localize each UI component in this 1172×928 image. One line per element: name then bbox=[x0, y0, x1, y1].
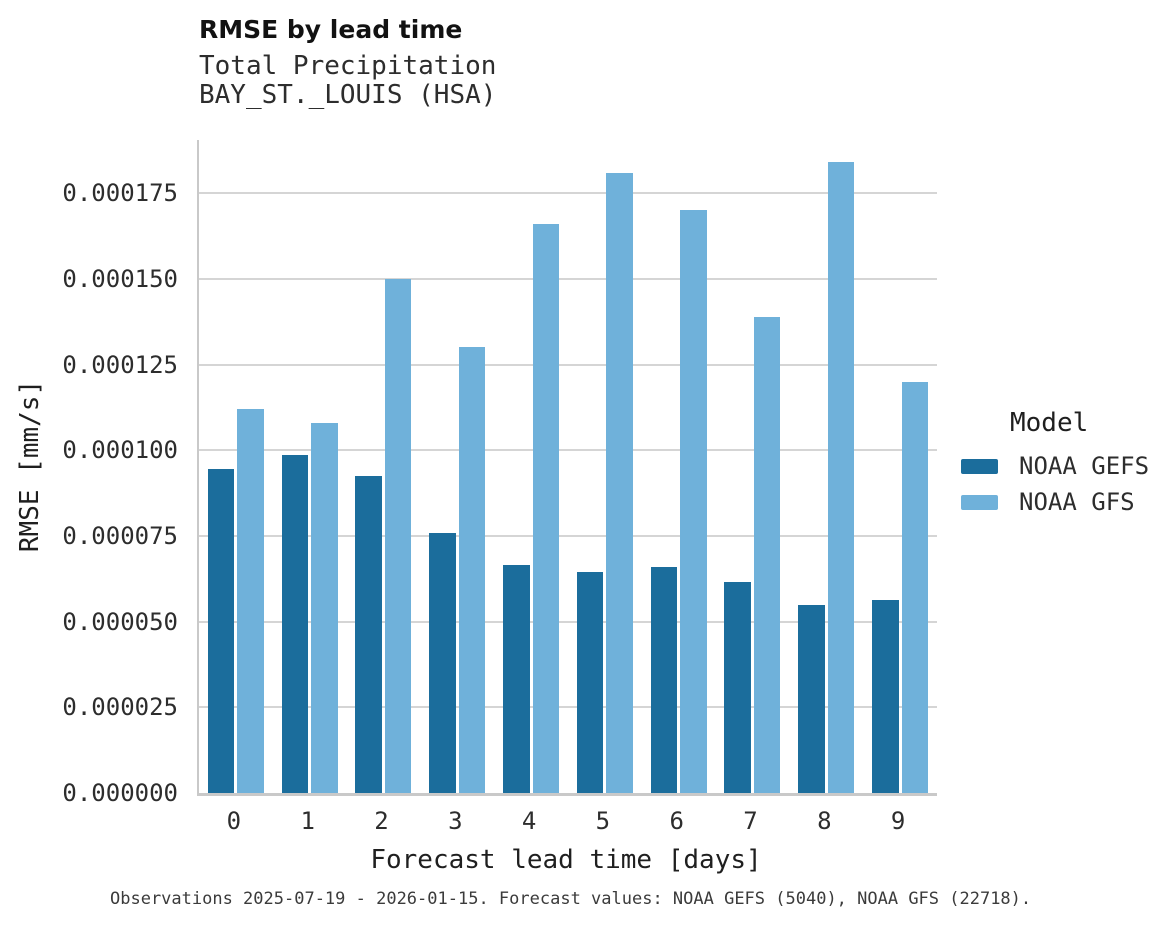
legend-swatch-icon bbox=[961, 458, 998, 474]
chart-header: RMSE by lead time Total Precipitation BA… bbox=[199, 14, 496, 110]
y-tick-label: 0.000000 bbox=[62, 779, 178, 807]
bar-group-lead-2 bbox=[347, 140, 421, 793]
bar-noaa-gfs-lead-0 bbox=[237, 409, 264, 793]
legend-label: NOAA GEFS bbox=[1019, 452, 1150, 480]
bar-noaa-gefs-lead-3 bbox=[429, 532, 456, 793]
x-tick-label: 6 bbox=[669, 807, 684, 835]
y-tick-label: 0.000050 bbox=[62, 607, 178, 636]
bar-noaa-gfs-lead-9 bbox=[901, 381, 929, 793]
x-tick-label: 8 bbox=[817, 807, 832, 835]
y-tick-label: 0.000150 bbox=[62, 264, 178, 293]
legend-label: NOAA GFS bbox=[1019, 488, 1135, 516]
x-axis-title: Forecast lead time [days] bbox=[370, 845, 762, 875]
bar-group-lead-1 bbox=[273, 140, 347, 793]
x-tick-label: 7 bbox=[743, 807, 758, 835]
bar-group-lead-4 bbox=[494, 140, 568, 793]
bar-noaa-gfs-lead-8 bbox=[827, 162, 855, 793]
gridline bbox=[199, 534, 937, 537]
bar-noaa-gefs-lead-0 bbox=[207, 468, 235, 793]
bar-noaa-gefs-lead-7 bbox=[724, 581, 751, 793]
x-tick-label: 4 bbox=[521, 807, 537, 835]
bar-group-lead-8 bbox=[789, 140, 863, 793]
x-tick-label: 1 bbox=[300, 807, 315, 835]
gridline bbox=[199, 192, 937, 195]
bar-group-lead-9 bbox=[863, 140, 937, 793]
y-tick-label: 0.000175 bbox=[62, 179, 178, 208]
x-tick-label: 5 bbox=[595, 807, 611, 835]
bar-noaa-gefs-lead-5 bbox=[576, 571, 604, 793]
bar-noaa-gefs-lead-6 bbox=[650, 567, 678, 793]
bar-noaa-gfs-lead-2 bbox=[384, 278, 412, 793]
legend-title: Model bbox=[1010, 408, 1089, 438]
bar-noaa-gefs-lead-9 bbox=[872, 599, 899, 793]
x-tick-label: 2 bbox=[374, 807, 389, 835]
bar-group-lead-7 bbox=[716, 140, 790, 793]
legend-swatch-icon bbox=[961, 494, 998, 510]
legend-items: NOAA GEFS NOAA GFS bbox=[961, 451, 1149, 517]
bar-noaa-gefs-lead-4 bbox=[503, 564, 530, 793]
y-tick-label: 0.000100 bbox=[62, 436, 178, 465]
bar-noaa-gefs-lead-8 bbox=[798, 604, 825, 793]
gridline bbox=[199, 449, 937, 452]
bar-noaa-gfs-lead-1 bbox=[311, 422, 338, 793]
bar-noaa-gfs-lead-5 bbox=[606, 172, 633, 793]
bar-noaa-gfs-lead-6 bbox=[680, 210, 707, 793]
chart-title: RMSE by lead time bbox=[199, 15, 463, 44]
legend-item: NOAA GEFS bbox=[961, 451, 1149, 481]
x-axis-tick-labels: 0 1 2 3 4 5 6 7 8 9 bbox=[197, 806, 935, 838]
x-tick-label: 9 bbox=[890, 807, 906, 835]
x-tick-label: 3 bbox=[448, 807, 463, 835]
bar-group-lead-6 bbox=[642, 140, 716, 793]
gridline bbox=[199, 363, 937, 366]
bar-noaa-gfs-lead-7 bbox=[753, 316, 781, 793]
legend-item: NOAA GFS bbox=[961, 487, 1149, 517]
chart-subtitle-line-1: Total Precipitation bbox=[199, 51, 497, 81]
bar-noaa-gfs-lead-4 bbox=[532, 224, 560, 793]
x-tick-label: 0 bbox=[226, 807, 242, 835]
y-axis-tick-labels: 0.000000 0.000025 0.000050 0.000075 0.000100… bbox=[0, 140, 178, 807]
gridline bbox=[199, 620, 937, 623]
plot-area bbox=[197, 140, 937, 796]
bar-group-lead-3 bbox=[420, 140, 494, 793]
y-tick-label: 0.000125 bbox=[62, 350, 178, 379]
chart-subtitle-line-2: BAY_ST._LOUIS (HSA) bbox=[199, 80, 497, 110]
legend: Model NOAA GEFS NOAA GFS bbox=[961, 408, 1149, 523]
gridline bbox=[199, 277, 937, 280]
caption: Observations 2025-07-19 - 2026-01-15. Fo… bbox=[110, 889, 1032, 909]
bar-noaa-gfs-lead-3 bbox=[458, 347, 486, 793]
bar-group-lead-0 bbox=[199, 140, 273, 793]
bar-group-lead-5 bbox=[568, 140, 642, 793]
gridline bbox=[199, 706, 937, 709]
y-tick-label: 0.000025 bbox=[62, 693, 178, 722]
bar-noaa-gefs-lead-1 bbox=[281, 454, 309, 793]
y-tick-label: 0.000075 bbox=[62, 521, 178, 550]
bar-noaa-gefs-lead-2 bbox=[355, 475, 382, 793]
